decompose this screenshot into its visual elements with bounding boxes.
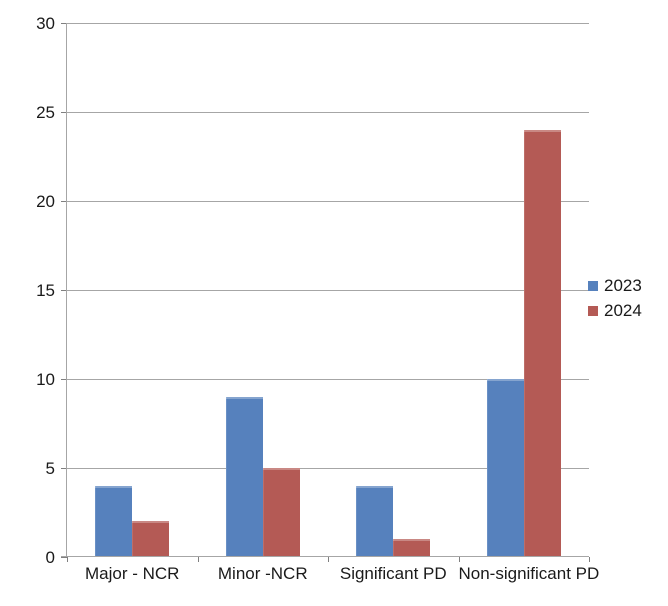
y-axis-line [66, 23, 67, 557]
x-tick-2 [328, 557, 329, 562]
bar-2023-major-ncr [95, 485, 133, 557]
y-tick-25 [61, 112, 67, 113]
bar-2023-minor-ncr [225, 396, 263, 557]
legend-entry-2023: 2023 [588, 273, 642, 298]
legend-label-2024: 2024 [604, 301, 642, 320]
gridline-20 [67, 201, 589, 202]
x-tick-3 [458, 557, 460, 562]
x-axis-category-label-significant-pd: Significant PD [339, 564, 447, 583]
legend-label-2023: 2023 [604, 276, 642, 295]
y-axis-tick-label: 30 [36, 14, 55, 33]
gridline-10 [67, 379, 589, 380]
y-axis-tick-label: 10 [36, 370, 55, 389]
bar-2023-non-significant-pd [486, 379, 524, 557]
y-tick-15 [61, 290, 67, 291]
bar-2023-significant-pd [356, 485, 394, 557]
y-axis-tick-label: 5 [45, 459, 55, 478]
gridline-15 [67, 290, 589, 291]
y-tick-10 [61, 379, 67, 380]
gridline-25 [67, 112, 589, 113]
y-axis-tick-label: 25 [36, 103, 55, 122]
y-axis-tick-label: 15 [36, 281, 55, 300]
x-tick-1 [197, 557, 199, 562]
y-tick-30 [61, 23, 67, 24]
y-tick-0 [61, 557, 67, 558]
legend-swatch-2024 [588, 305, 598, 316]
x-axis-category-label-major-ncr: Major - NCR [85, 564, 180, 583]
x-tick-4 [589, 557, 590, 562]
y-axis-tick-label: 20 [36, 192, 55, 211]
legend-entry-2024: 2024 [588, 298, 642, 323]
legend-swatch-2023 [588, 280, 598, 291]
x-axis-category-label-non-significant-pd: Non-significant PD [458, 564, 600, 583]
legend: 2023 2024 [588, 273, 642, 323]
gridline-5 [67, 468, 589, 469]
x-tick-0 [67, 557, 68, 562]
y-tick-5 [61, 468, 67, 469]
bar-2024-significant-pd [393, 539, 431, 557]
bar-2024-non-significant-pd [523, 129, 561, 557]
x-axis-line [61, 556, 589, 557]
gridline-30 [67, 23, 589, 24]
x-axis-category-label-minor-ncr: Minor -NCR [217, 564, 308, 583]
bar-2024-minor-ncr [262, 468, 300, 557]
y-tick-20 [61, 201, 67, 202]
bar-2024-major-ncr [132, 521, 170, 557]
y-axis-tick-label: 0 [45, 548, 55, 567]
